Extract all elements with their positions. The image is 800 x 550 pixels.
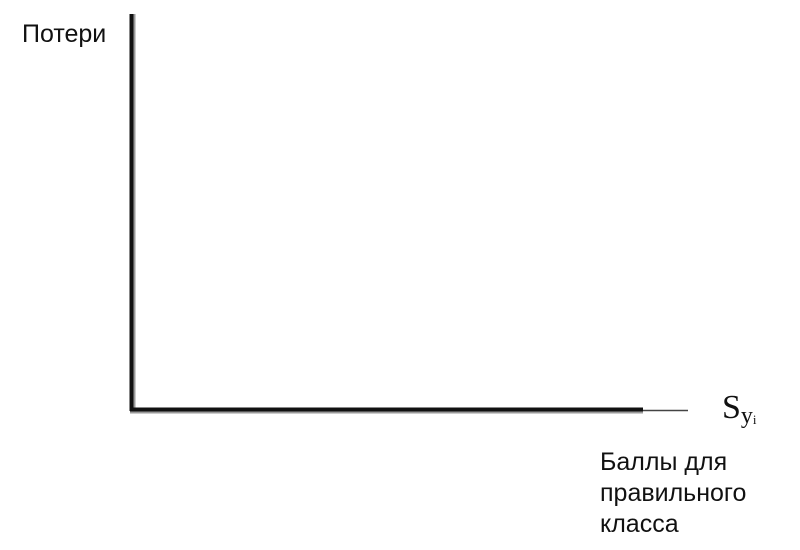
- y-axis-label: Потери: [22, 20, 107, 48]
- x-axis-symbol: Syi: [722, 389, 757, 429]
- x-symbol-subscript: y: [740, 403, 753, 429]
- x-axis-label-line-3: класса: [600, 510, 679, 538]
- x-axis-label-line-1: Баллы для: [600, 448, 728, 476]
- x-axis-label: Баллы для правильного класса: [600, 447, 790, 540]
- x-axis-label-line-2: правильного: [600, 479, 747, 507]
- x-symbol-sub-subscript: i: [752, 412, 757, 427]
- x-symbol-main: S: [722, 389, 741, 426]
